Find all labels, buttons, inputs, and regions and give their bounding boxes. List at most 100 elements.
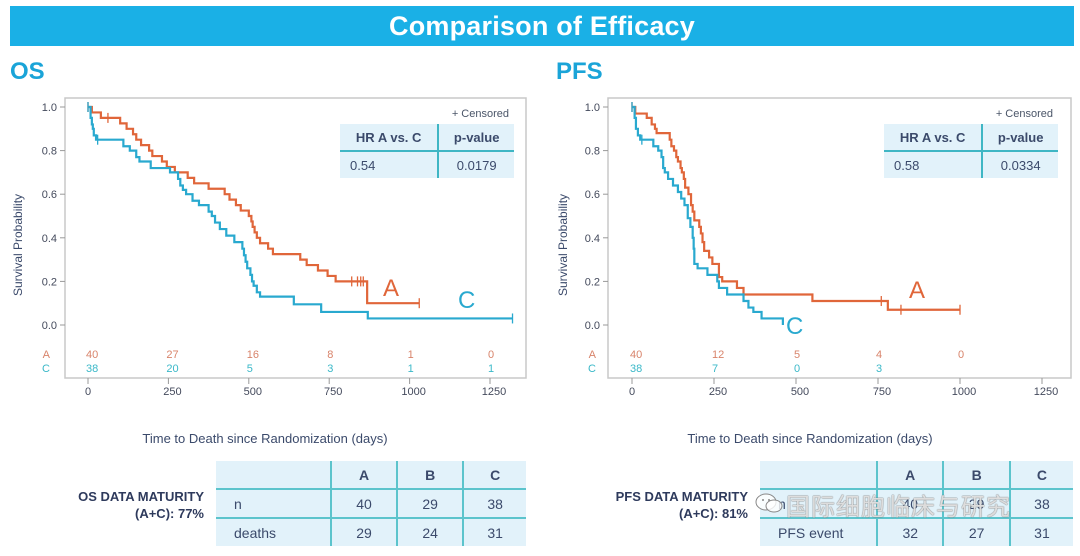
page-title-banner: Comparison of Efficacy <box>10 6 1074 46</box>
pfs-pvalue-header: p-value <box>981 124 1058 152</box>
os-curve-label-c: C <box>458 287 475 314</box>
pfs-curve-label-a: A <box>909 277 925 304</box>
os-mat-col-c: C <box>462 461 526 489</box>
os-risk-c-value: 1 <box>408 363 414 375</box>
pfs-maturity-label: PFS DATA MATURITY (A+C): 81% <box>586 488 748 522</box>
os-hr-value: 0.54 <box>350 157 376 173</box>
os-maturity-label: OS DATA MATURITY (A+C): 77% <box>40 488 204 522</box>
pfs-risk-a-value: 12 <box>712 349 724 361</box>
os-censored-note: + Censored <box>452 108 509 120</box>
os-y-tick-label: 0.0 <box>42 320 57 332</box>
pfs-mat-col-b: B <box>942 461 1010 489</box>
pfs-y-tick-label: 1.0 <box>585 102 600 114</box>
pfs-mat-cell: 38 <box>1008 488 1073 518</box>
os-mat-cell: 38 <box>462 488 526 518</box>
os-risk-c-value: 3 <box>327 363 333 375</box>
os-hr-header: HR A vs. C <box>340 124 439 152</box>
pfs-maturity-table: A B C n 40 29 38 PFS event 32 27 31 <box>760 461 1073 546</box>
pfs-mat-row-n: n 40 29 38 <box>760 488 1073 518</box>
pfs-mat-col-a: A <box>875 461 944 489</box>
pfs-risk-a-value: 40 <box>630 349 642 361</box>
os-mat-row-label: n <box>216 488 331 518</box>
os-x-tick-label: 250 <box>163 386 181 398</box>
os-mat-cell: 24 <box>396 517 464 546</box>
wechat-icon <box>755 493 783 513</box>
os-x-axis-label: Time to Death since Randomization (days) <box>142 431 387 446</box>
os-pvalue-header: p-value <box>437 124 514 152</box>
os-risk-a-value: 16 <box>247 349 259 361</box>
os-mat-cell: 29 <box>396 488 464 518</box>
pfs-x-tick-label: 1250 <box>1034 386 1058 398</box>
os-risk-c-value: 5 <box>247 363 253 375</box>
pfs-risk-row-c-label: C <box>588 363 596 375</box>
pfs-y-tick-label: 0.8 <box>585 146 600 158</box>
os-mat-col-b: B <box>396 461 464 489</box>
os-mat-row-deaths: deaths 29 24 31 <box>216 517 526 546</box>
os-risk-a-value: 0 <box>488 349 494 361</box>
pfs-mat-cell: 29 <box>942 488 1010 518</box>
pfs-maturity-line1: PFS DATA MATURITY <box>615 489 748 504</box>
watermark-text: 国际细胞临床与研究 <box>786 494 1011 521</box>
os-maturity-line2: (A+C): 77% <box>135 506 204 521</box>
pfs-x-tick-label: 0 <box>629 386 635 398</box>
pfs-section-title: PFS <box>556 58 603 85</box>
os-maturity-table: A B C n 40 29 38 deaths 29 24 31 <box>216 461 526 546</box>
pfs-x-tick-label: 500 <box>791 386 809 398</box>
pfs-mat-cell: 31 <box>1008 517 1073 546</box>
os-x-tick-label: 500 <box>244 386 262 398</box>
pfs-maturity-line2: (A+C): 81% <box>679 506 748 521</box>
os-x-tick-label: 750 <box>324 386 342 398</box>
pfs-hr-value: 0.58 <box>894 157 920 173</box>
os-risk-c-value: 20 <box>166 363 178 375</box>
os-y-axis-label: Survival Probability <box>11 194 25 296</box>
pfs-risk-c-value: 0 <box>794 363 800 375</box>
os-risk-a-value: 8 <box>327 349 333 361</box>
pfs-y-tick-label: 0.0 <box>585 320 600 332</box>
pfs-y-axis-label: Survival Probability <box>556 194 570 296</box>
page-title: Comparison of Efficacy <box>389 11 695 41</box>
os-risk-a-value: 1 <box>408 349 414 361</box>
pfs-risk-c-value: 3 <box>876 363 882 375</box>
pfs-risk-c-value: 38 <box>630 363 642 375</box>
pfs-x-tick-label: 1000 <box>952 386 976 398</box>
os-mat-col-a: A <box>329 461 398 489</box>
pfs-mat-cell: 32 <box>875 517 944 546</box>
pfs-x-axis-label: Time to Death since Randomization (days) <box>687 431 932 446</box>
os-curve-c <box>88 105 513 320</box>
os-mat-col-blank <box>216 461 331 489</box>
pfs-curve-c <box>632 105 784 325</box>
os-curve-label-a: A <box>383 275 399 302</box>
pfs-hr-table: HR A vs. C p-value 0.58 0.0334 <box>884 124 1058 178</box>
pfs-risk-row-a-label: A <box>589 349 597 361</box>
os-curve-a <box>88 105 420 305</box>
pfs-risk-a-value: 5 <box>794 349 800 361</box>
os-mat-row-n: n 40 29 38 <box>216 488 526 518</box>
pfs-curve-a <box>632 105 960 311</box>
os-pvalue-value: 0.0179 <box>437 151 514 178</box>
pfs-y-tick-label: 0.4 <box>585 233 600 245</box>
os-risk-a-value: 40 <box>86 349 98 361</box>
os-x-tick-label: 1250 <box>482 386 506 398</box>
os-mat-cell: 31 <box>462 517 526 546</box>
os-mat-row-label: deaths <box>216 517 331 546</box>
os-y-tick-label: 0.6 <box>42 189 57 201</box>
os-risk-row-c-label: C <box>42 363 50 375</box>
os-risk-row-a-label: A <box>43 349 51 361</box>
pfs-chart: Survival Probability Time to Death since… <box>556 97 1072 446</box>
pfs-mat-cell: 40 <box>875 488 944 518</box>
pfs-censored-note: + Censored <box>996 108 1053 120</box>
pfs-curve-label-c: C <box>786 313 803 340</box>
os-y-tick-label: 0.4 <box>42 233 57 245</box>
os-y-tick-label: 1.0 <box>42 102 57 114</box>
os-mat-cell: 29 <box>329 517 398 546</box>
pfs-x-tick-label: 250 <box>709 386 727 398</box>
os-risk-c-value: 1 <box>488 363 494 375</box>
os-x-tick-label: 1000 <box>401 386 425 398</box>
os-y-tick-label: 0.8 <box>42 146 57 158</box>
os-y-tick-label: 0.2 <box>42 276 57 288</box>
os-risk-a-value: 27 <box>166 349 178 361</box>
os-hr-table: HR A vs. C p-value 0.54 0.0179 <box>340 124 514 178</box>
pfs-mat-col-blank <box>760 461 877 489</box>
pfs-mat-row-label: PFS event <box>760 517 877 546</box>
